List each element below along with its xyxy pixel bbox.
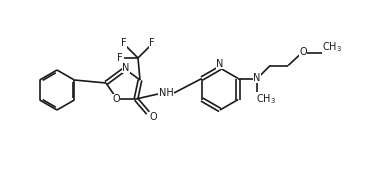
Text: N: N [254,73,261,82]
Text: CH$_3$: CH$_3$ [256,93,276,106]
Text: F: F [121,38,127,48]
Text: N: N [216,59,224,69]
Text: O: O [299,47,307,56]
Text: NH: NH [159,88,173,98]
Text: O: O [112,94,120,104]
Text: F: F [149,38,155,48]
Text: N: N [122,63,130,73]
Text: CH$_3$: CH$_3$ [322,41,342,54]
Text: O: O [149,112,157,122]
Text: F: F [117,53,123,63]
